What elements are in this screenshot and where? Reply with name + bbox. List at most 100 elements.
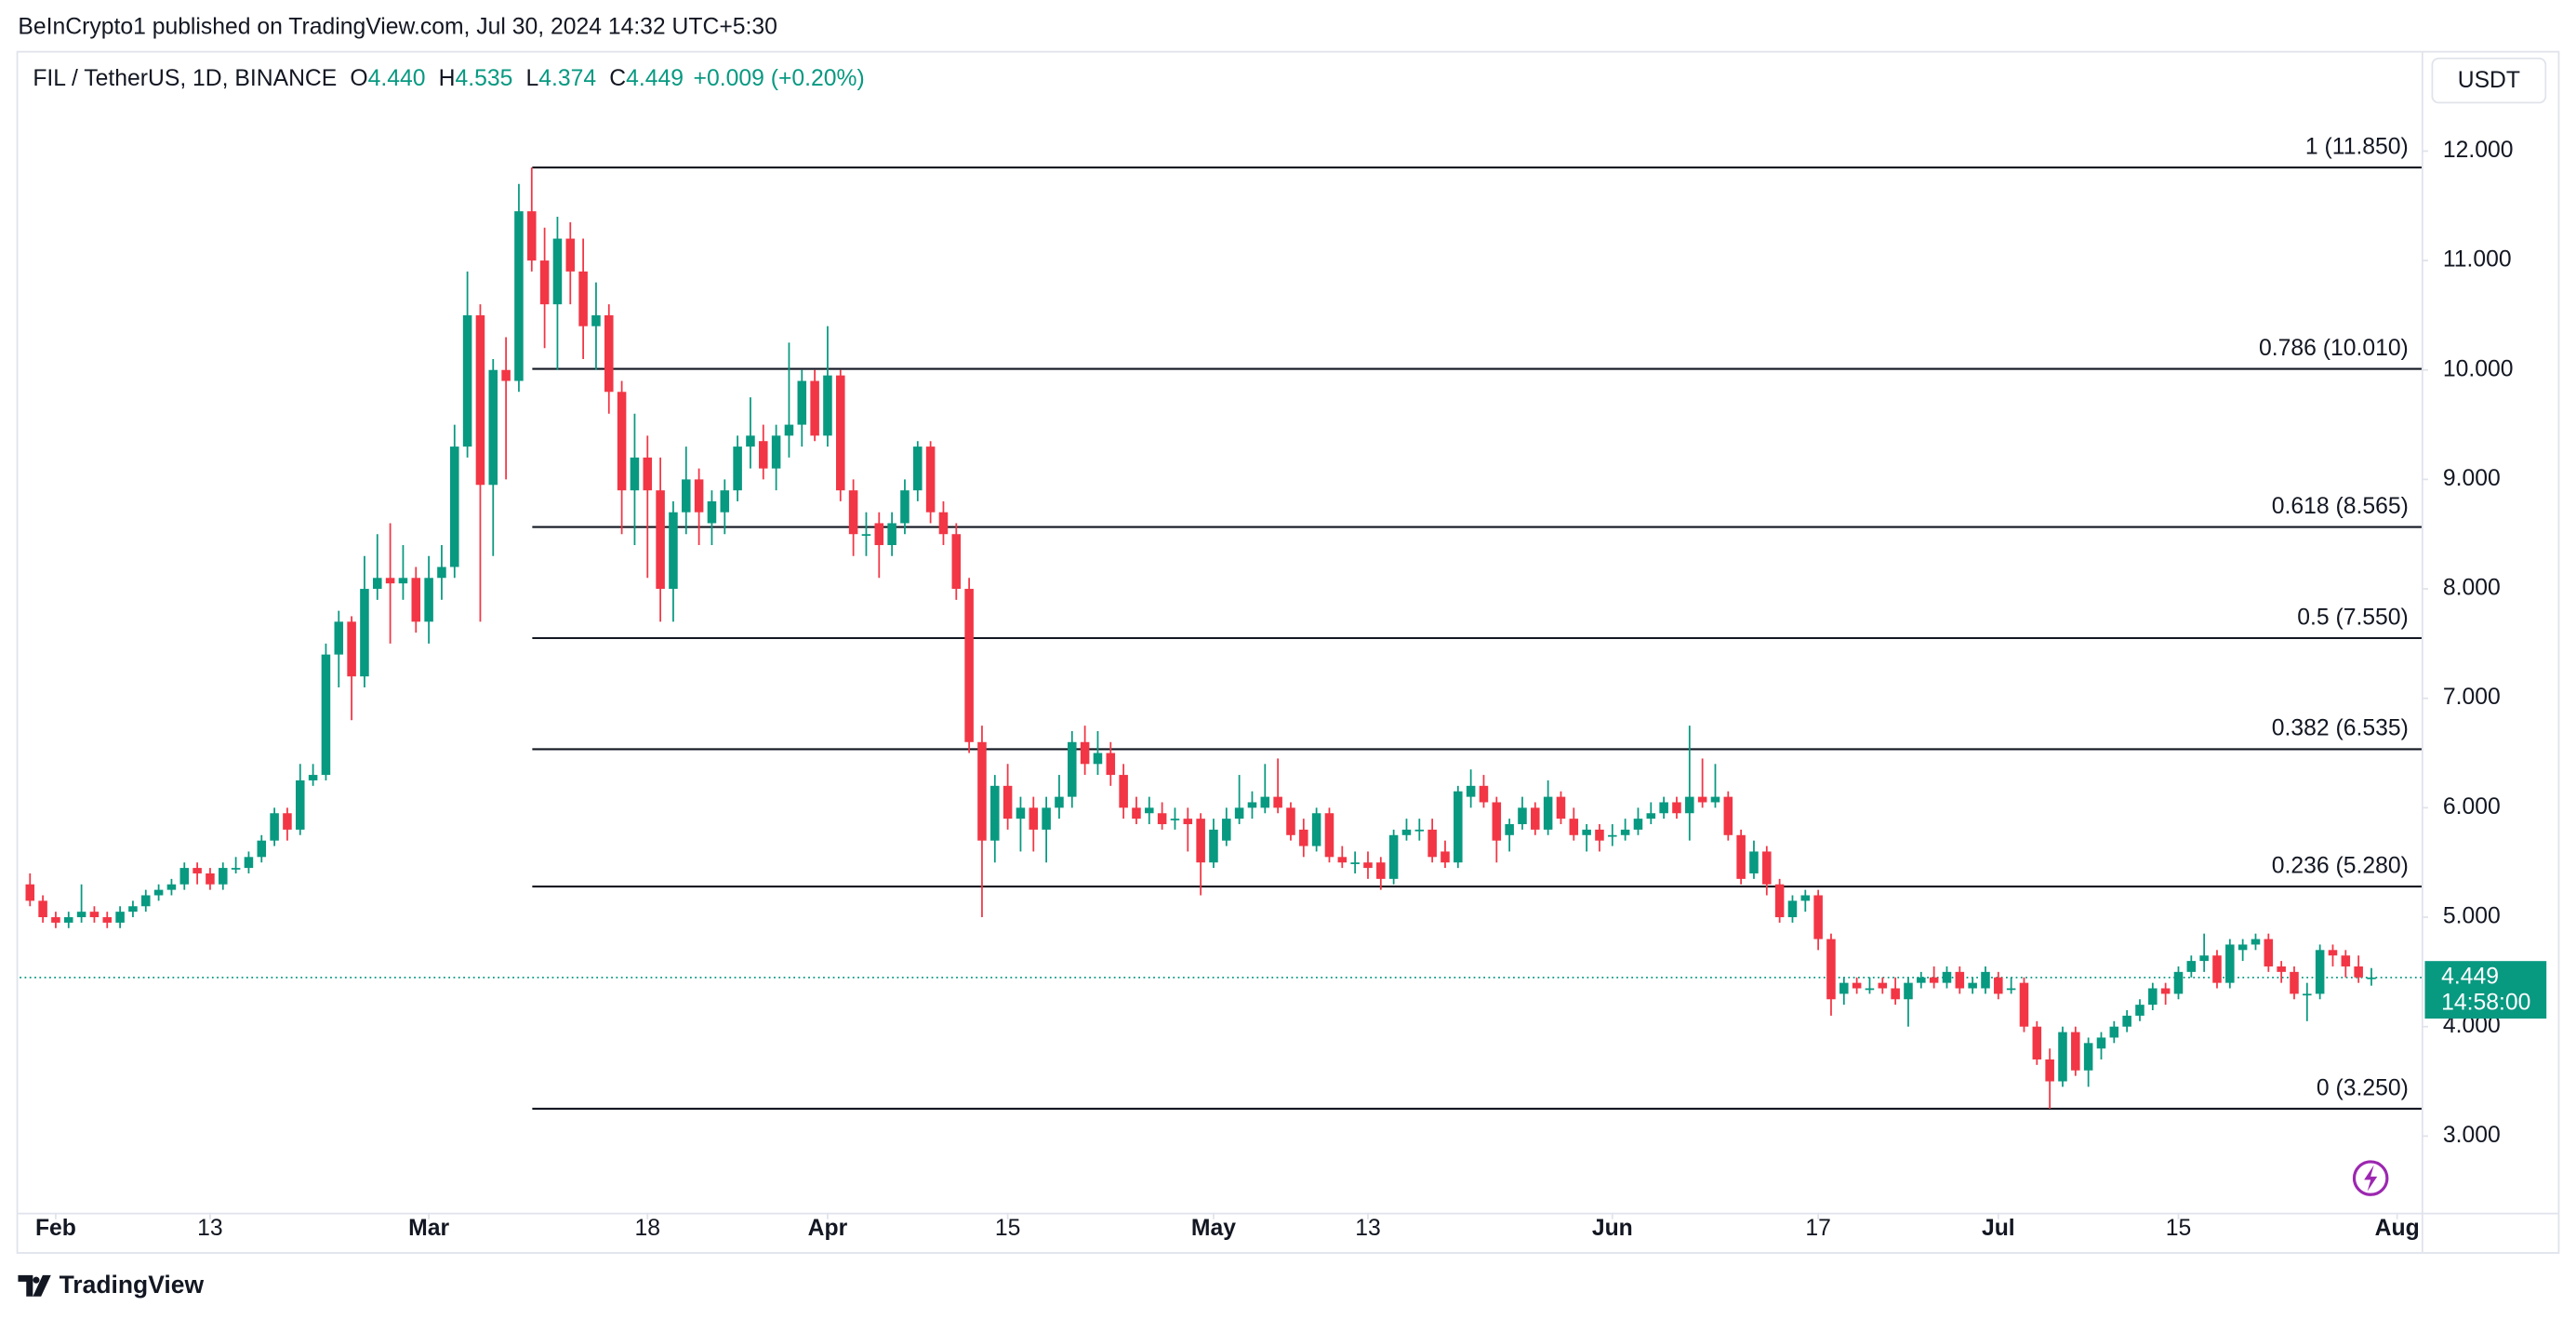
candle-body [951, 534, 962, 590]
candle-body [2186, 961, 2197, 972]
x-tick-label: 15 [995, 1216, 1021, 1241]
currency-label[interactable]: USDT [2458, 68, 2520, 93]
legend-change: +0.009 (+0.20%) [694, 65, 865, 90]
candle-body [2315, 950, 2325, 994]
candle-body [2096, 1037, 2106, 1049]
candle-body [2277, 966, 2286, 972]
y-tick-label: 8.000 [2443, 576, 2501, 601]
candle-body [1556, 796, 1566, 819]
legend-key: C [609, 65, 626, 90]
candle-body [1800, 895, 1811, 901]
candle-body [1388, 834, 1399, 879]
candle-body [2019, 982, 2029, 1027]
candle-body [1363, 862, 1373, 869]
y-tick-label: 12.000 [2443, 138, 2514, 163]
tradingview-logo [18, 1274, 51, 1297]
candle-body [2045, 1059, 2054, 1082]
candle-body [2367, 977, 2376, 979]
candle-body [810, 380, 819, 436]
candle-body [913, 446, 923, 491]
x-tick-label: 17 [1805, 1216, 1831, 1241]
candle-body [720, 490, 730, 513]
candle-body [1311, 813, 1321, 846]
candle-body [1324, 813, 1334, 858]
candle-body [1659, 802, 1668, 814]
y-tick-label: 7.000 [2443, 685, 2501, 710]
candle-body [270, 813, 279, 841]
candle-body [925, 446, 936, 513]
x-tick-label: Jul [1982, 1216, 2015, 1241]
candle-body [450, 446, 459, 567]
candle-body [964, 589, 974, 742]
candle-body [1968, 982, 1977, 989]
candle-body [578, 271, 588, 326]
candle-body [38, 900, 47, 918]
legend-value: 4.535 [456, 65, 513, 90]
candle-body [347, 621, 356, 677]
candle-body [153, 889, 164, 896]
currency-button[interactable] [2431, 57, 2547, 104]
candle-body [1196, 819, 1205, 863]
fib-level-label: 0 (3.250) [2317, 1075, 2409, 1100]
candle-body [2135, 1005, 2144, 1016]
candle-body [1145, 807, 1154, 814]
candle-body [1466, 785, 1476, 797]
candle-body [140, 895, 151, 907]
candle-body [771, 435, 781, 469]
candle-body [1929, 977, 1939, 983]
candle-body [848, 490, 858, 535]
candle-body [565, 238, 576, 272]
candle-body [1749, 851, 1759, 873]
candle-body [437, 566, 446, 579]
legend-key: O [350, 65, 367, 90]
candle-body [1492, 802, 1502, 841]
fib-level-label: 1 (11.850) [2305, 134, 2409, 159]
candle-body [733, 446, 742, 491]
candle-body [861, 534, 871, 536]
candle-body [1787, 900, 1798, 918]
candle-body [128, 906, 138, 913]
candle-body [373, 578, 382, 590]
candle-body [1839, 982, 1849, 994]
candle-body [231, 868, 241, 870]
candle-body [694, 479, 704, 513]
x-tick-label: Jun [1592, 1216, 1633, 1241]
candle-body [1994, 977, 2003, 994]
y-tick-label: 6.000 [2443, 794, 2501, 819]
publisher-header: BeInCrypto1 published on TradingView.com… [18, 15, 777, 40]
candle-body [1286, 807, 1295, 835]
candle-body [1582, 829, 1591, 835]
candle-body [206, 873, 215, 885]
candle-body [2328, 950, 2338, 956]
candle-body [1299, 829, 1308, 846]
candle-body [411, 578, 421, 622]
x-tick-label: 15 [2166, 1216, 2192, 1241]
candle-body [1454, 791, 1463, 863]
candle-body [1762, 851, 1772, 885]
candle-body [219, 868, 228, 885]
candle-body [1080, 741, 1090, 765]
candle-body [102, 917, 113, 923]
candle-body [2251, 939, 2261, 945]
legend-symbol: FIL / TetherUS, 1D, BINANCE [33, 65, 337, 90]
candle-body [2071, 1032, 2080, 1071]
candle-body [1595, 829, 1604, 841]
candle-body [1697, 796, 1707, 803]
legend-value: 4.440 [368, 65, 426, 90]
fib-level-label: 0.786 (10.010) [2259, 336, 2409, 361]
candle-body [462, 314, 472, 447]
candle-body [746, 435, 755, 447]
chart-frame [16, 50, 2560, 1254]
candle-body [2058, 1032, 2067, 1082]
candle-body [25, 884, 35, 901]
candle-body [385, 578, 395, 584]
candle-body [1981, 971, 1990, 989]
candle-body [1414, 829, 1425, 832]
candle-body [2354, 966, 2363, 978]
countdown-label: 14:58:00 [2441, 991, 2530, 1016]
candle-body [2341, 955, 2351, 966]
candle-body [527, 211, 537, 261]
lightning-icon[interactable] [2352, 1160, 2389, 1196]
candle-body [1029, 807, 1039, 830]
